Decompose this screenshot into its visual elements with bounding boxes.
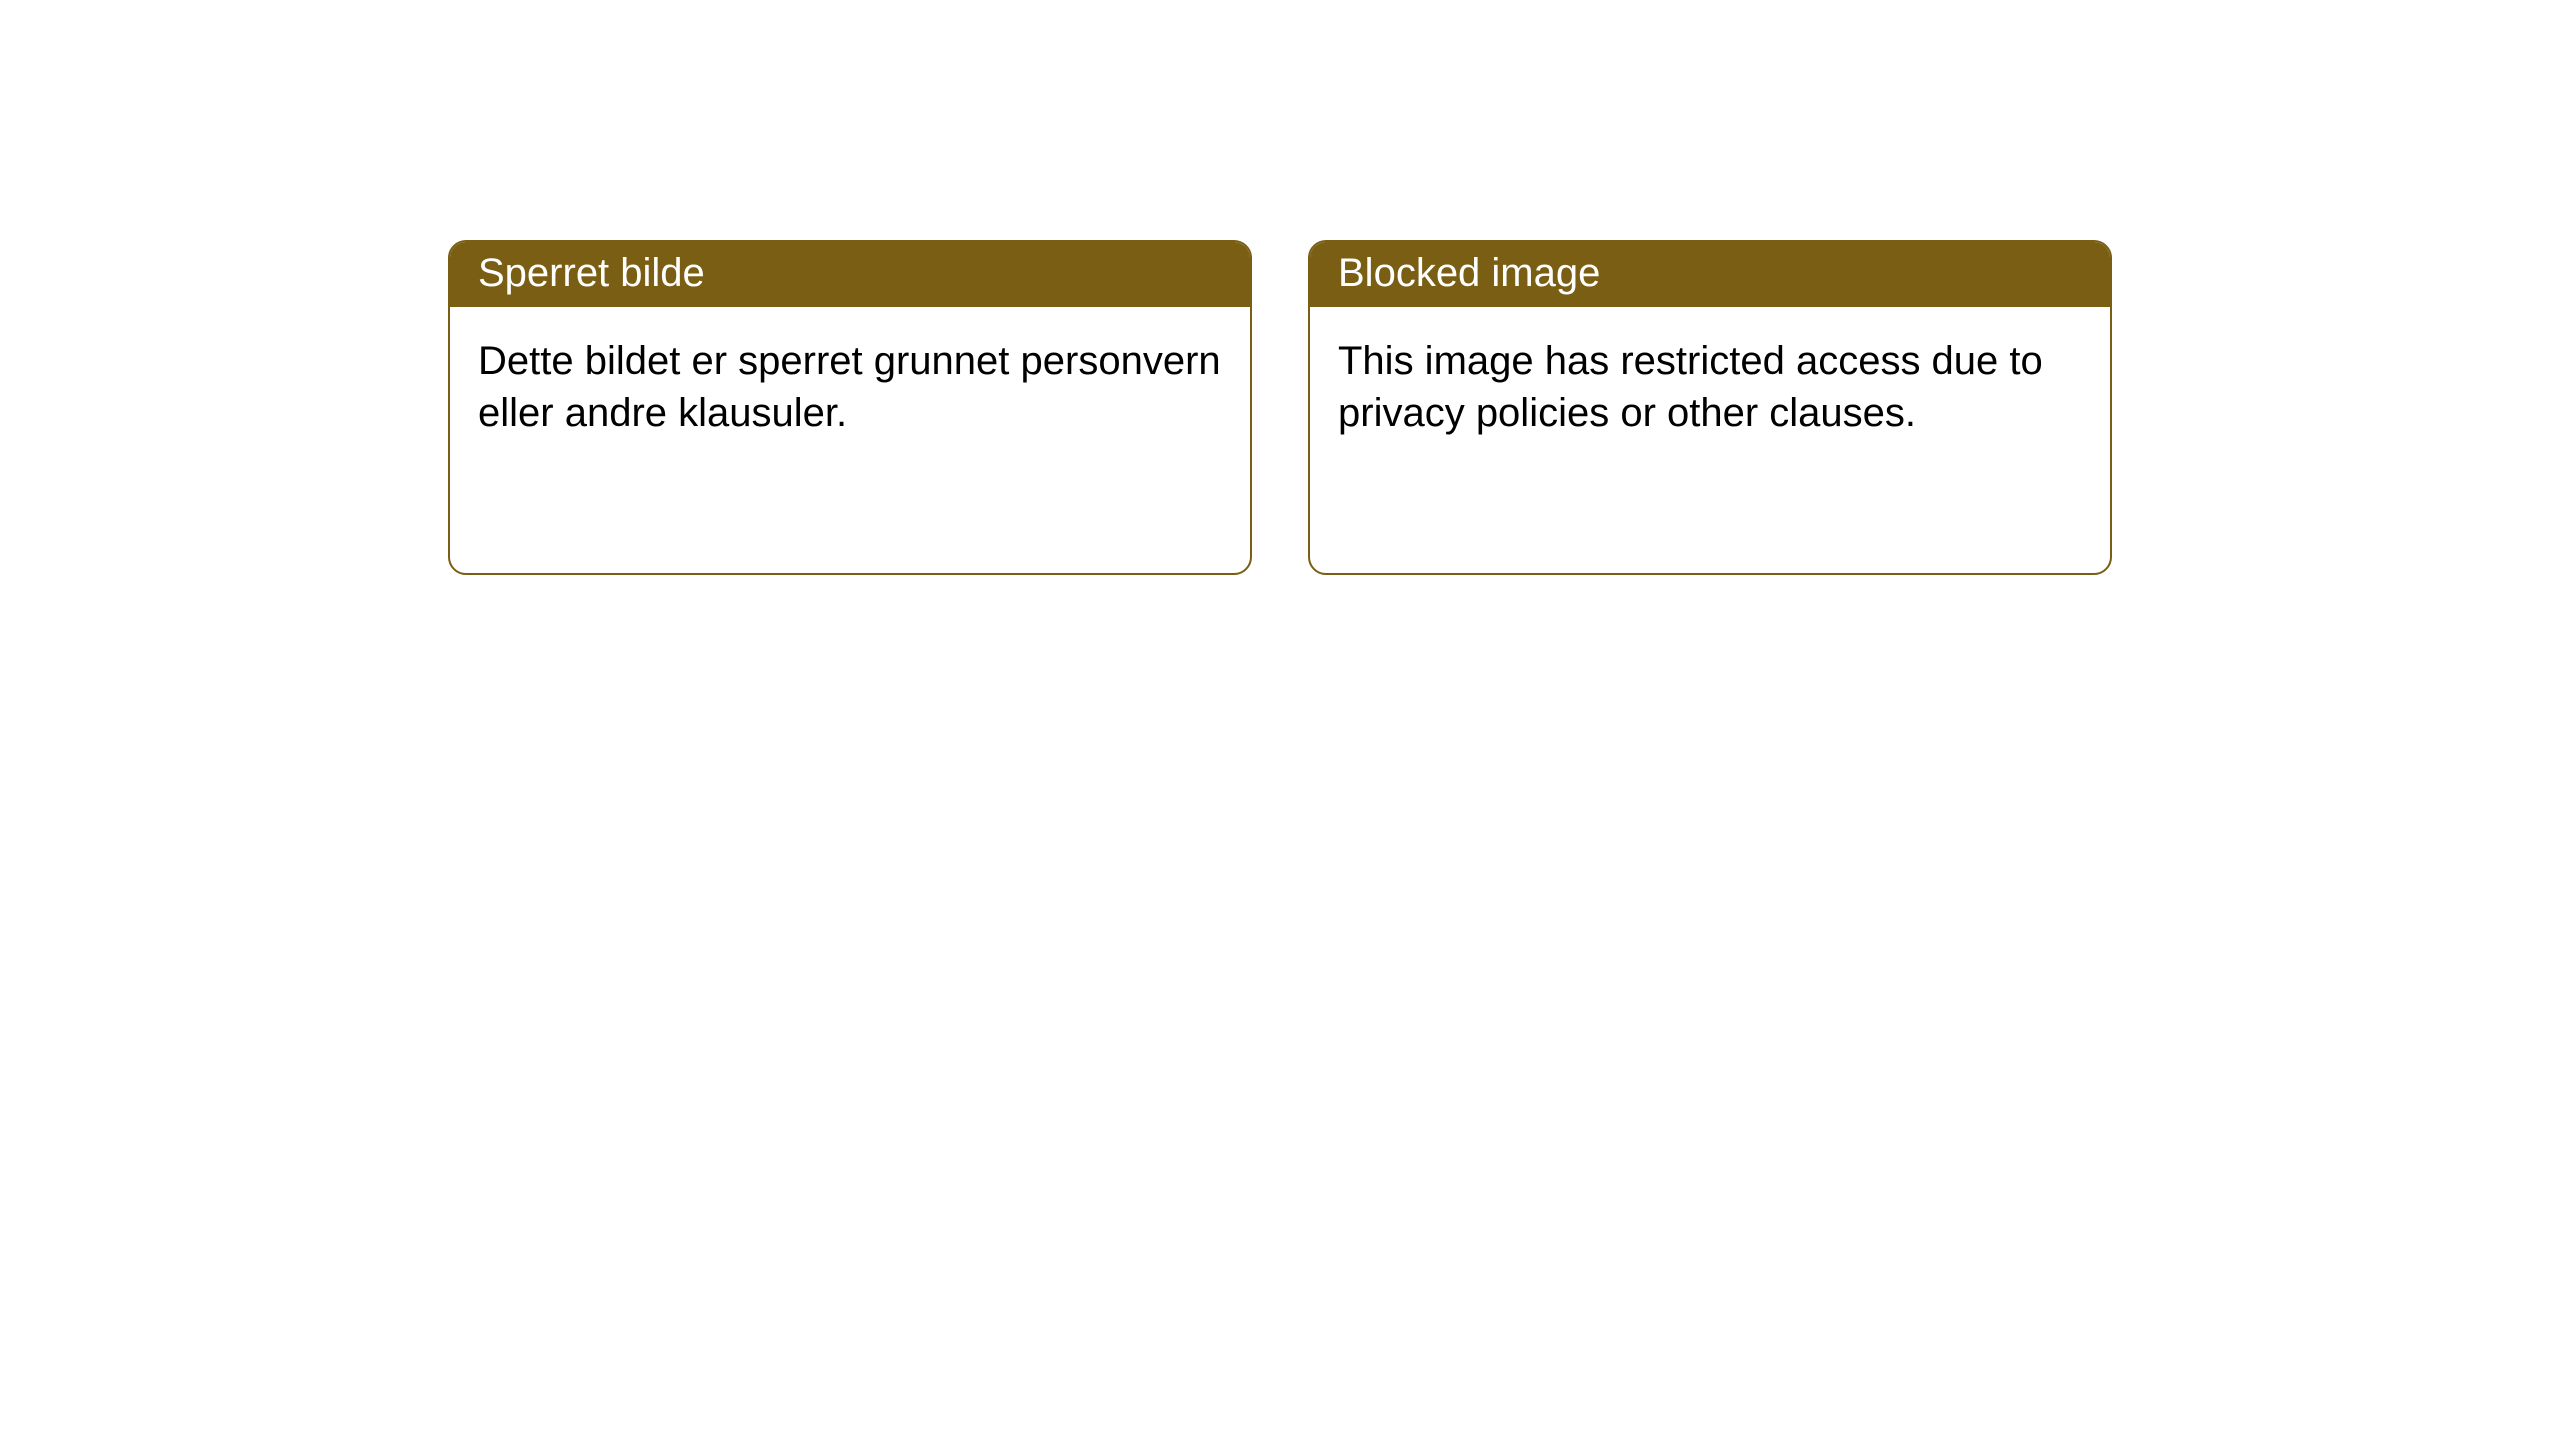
notice-container: Sperret bilde Dette bildet er sperret gr…: [448, 240, 2112, 575]
notice-header-english: Blocked image: [1310, 242, 2110, 307]
notice-card-norwegian: Sperret bilde Dette bildet er sperret gr…: [448, 240, 1252, 575]
notice-card-english: Blocked image This image has restricted …: [1308, 240, 2112, 575]
notice-header-norwegian: Sperret bilde: [450, 242, 1250, 307]
notice-body-english: This image has restricted access due to …: [1310, 307, 2110, 467]
notice-body-norwegian: Dette bildet er sperret grunnet personve…: [450, 307, 1250, 467]
